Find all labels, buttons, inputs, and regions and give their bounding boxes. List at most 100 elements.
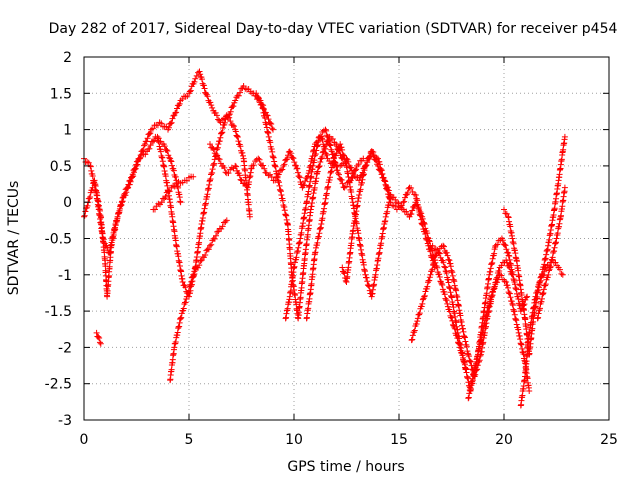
data-point <box>166 188 173 195</box>
data-point <box>81 212 88 219</box>
data-point <box>165 152 172 159</box>
data-point <box>192 75 199 82</box>
data-point <box>333 163 340 170</box>
data-point <box>337 141 344 148</box>
data-point <box>96 335 103 342</box>
data-point <box>209 104 216 111</box>
data-point <box>267 120 274 127</box>
data-point <box>255 155 262 162</box>
data-point <box>421 221 428 228</box>
data-point <box>426 238 433 245</box>
data-point <box>227 118 234 125</box>
data-point <box>172 109 179 116</box>
data-point <box>431 257 438 264</box>
data-point <box>325 133 332 140</box>
data-point <box>163 146 170 153</box>
data-point <box>258 101 265 108</box>
data-point <box>366 287 373 294</box>
data-point <box>211 160 218 167</box>
data-point <box>169 115 176 122</box>
data-point <box>161 143 168 150</box>
data-point <box>291 159 298 166</box>
data-point <box>382 178 389 185</box>
data-point <box>440 242 447 249</box>
data-point <box>255 94 261 101</box>
data-point <box>146 145 153 152</box>
data-point <box>319 154 326 161</box>
data-point <box>443 249 450 256</box>
data-point <box>167 120 174 127</box>
data-point <box>301 182 308 189</box>
data-point <box>207 99 214 106</box>
data-point <box>120 191 127 198</box>
data-point <box>465 351 472 358</box>
data-point <box>268 174 275 181</box>
data-point <box>235 138 242 145</box>
data-point <box>173 109 180 116</box>
data-point <box>488 293 495 300</box>
data-point <box>327 142 334 149</box>
data-point <box>442 295 449 302</box>
data-point <box>365 282 372 289</box>
y-tick-label: -2 <box>58 340 72 356</box>
data-point <box>504 282 511 289</box>
data-point <box>260 162 267 169</box>
data-point <box>213 232 219 239</box>
data-point <box>504 259 510 266</box>
data-point <box>200 82 207 89</box>
data-point <box>436 271 443 278</box>
data-point <box>507 294 514 301</box>
data-point <box>420 219 427 226</box>
series-p454-c <box>93 329 104 347</box>
x-tick-label: 15 <box>390 432 408 448</box>
data-point <box>450 322 457 329</box>
data-point <box>404 190 411 197</box>
data-point <box>237 89 243 96</box>
series-p454-f <box>150 173 197 213</box>
data-point <box>217 134 224 141</box>
data-point <box>214 144 221 151</box>
data-point <box>326 141 333 148</box>
chart-title: Day 282 of 2017, Sidereal Day-to-day VTE… <box>49 21 618 37</box>
data-point <box>147 142 154 149</box>
data-point <box>235 92 242 99</box>
data-point <box>287 150 294 157</box>
data-point <box>144 135 151 142</box>
data-point <box>489 289 496 296</box>
data-point <box>195 264 201 271</box>
data-point <box>537 274 544 281</box>
data-point <box>176 100 183 107</box>
data-point <box>294 165 301 172</box>
data-point <box>409 332 416 339</box>
data-point <box>317 159 324 166</box>
data-point <box>143 138 150 145</box>
data-point <box>319 149 326 156</box>
data-point <box>237 176 244 183</box>
data-point <box>545 271 552 278</box>
data-point <box>355 161 362 168</box>
data-point <box>284 156 291 163</box>
data-point <box>190 173 197 180</box>
data-point <box>149 125 156 132</box>
data-point <box>190 271 197 278</box>
data-point <box>221 164 228 171</box>
data-point <box>209 144 216 151</box>
data-point <box>336 171 342 178</box>
data-point <box>278 167 285 174</box>
data-point <box>375 155 381 162</box>
data-point <box>120 194 127 201</box>
data-point <box>234 133 241 140</box>
data-point <box>422 225 429 232</box>
data-point <box>494 241 501 248</box>
data-point <box>205 246 212 253</box>
data-point <box>408 211 415 218</box>
data-point <box>505 289 512 296</box>
data-point <box>158 199 165 206</box>
data-point <box>536 278 543 285</box>
data-point <box>441 291 448 298</box>
data-point <box>183 177 190 184</box>
data-point <box>393 206 400 213</box>
data-point <box>216 138 223 145</box>
axis-ticks: 0 5 10 15 20 25 -3 -2.5 -2 -1.5 -1 -0.5 0 0.5 1 1.5 2 <box>45 50 618 448</box>
data-point <box>82 208 89 215</box>
